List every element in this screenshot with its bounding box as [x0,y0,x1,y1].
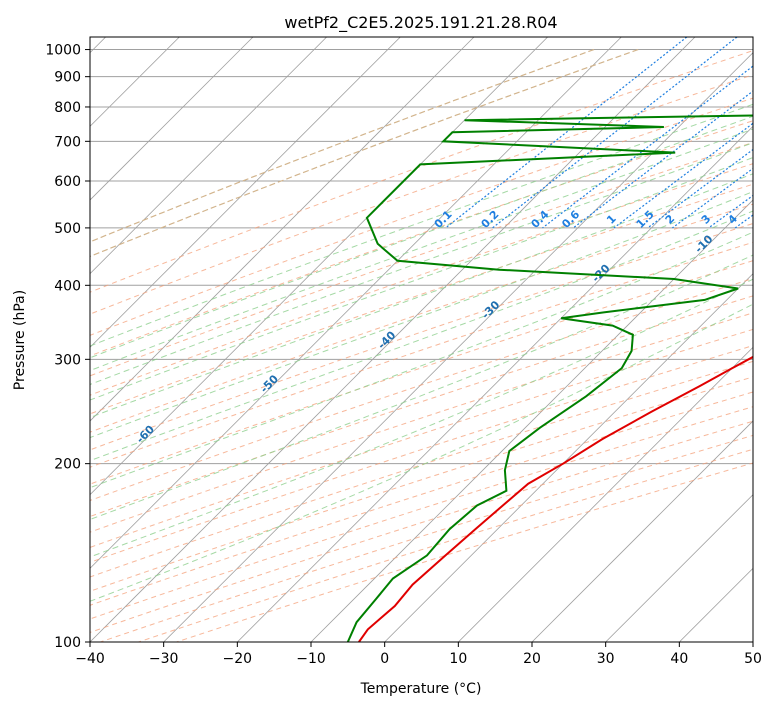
moist-adiabat [90,278,753,558]
x-axis-label: Temperature (°C) [360,681,482,697]
y-axis-label: Pressure (hPa) [12,290,28,390]
sounding-profiles [346,114,753,642]
isotherm-line [90,37,254,201]
x-tick-label: 10 [449,651,467,667]
x-tick-label: −10 [296,651,326,667]
isotherm-line [90,37,696,642]
x-axis: −40 −30 −20 −10 0 10 20 30 40 50 [75,642,762,667]
y-tick-label: 200 [54,457,81,473]
mixing-ratio-label: 1 [604,212,619,227]
isotherm-label: -30 [479,298,502,321]
isotherm-line [752,641,753,642]
reference-curve [90,49,639,258]
x-tick-label: 20 [523,651,541,667]
y-tick-label: 800 [54,100,81,116]
dry-adiabat [90,241,753,468]
mixing-ratio-line [445,37,688,229]
dry-adiabat [90,203,753,433]
mixing-ratio-line [708,194,753,229]
mixing-ratio-label: 4 [725,212,740,227]
moist-adiabat [90,210,753,462]
dry-adiabat [90,50,753,293]
isotherm-line [679,567,753,642]
isotherm-line [605,494,753,642]
mixing-ratio-line [572,90,753,229]
mixing-ratio-line [542,65,753,229]
mixing-ratio-label: 3 [699,212,714,227]
y-tick-label: 900 [54,70,81,86]
moist-adiabat [90,128,753,372]
dry-adiabat [90,163,753,396]
mixing-ratio-label: 2 [663,212,678,227]
isotherm-label: -20 [589,261,612,284]
mixing-ratio-line [672,167,753,229]
moist-adiabat [90,142,753,386]
mixing-ratio-line [734,214,753,229]
y-tick-label: 400 [54,278,81,294]
reference-curve [90,49,595,243]
dry-adiabat [90,141,753,377]
moist-adiabat [90,191,753,439]
isotherm-line [90,37,327,275]
x-tick-label: 30 [597,651,615,667]
isotherm-label: -70 [3,479,26,502]
isotherm-label: -40 [375,328,398,351]
y-tick-label: 100 [54,635,81,651]
temperature-profile [358,355,753,642]
moist-adiabat [90,254,753,521]
dewpoint-profile [346,114,753,642]
dry-adiabat [100,434,753,642]
x-tick-label: −30 [149,651,179,667]
isotherm-label: -10 [692,232,715,255]
plot-frame [89,36,754,643]
x-tick-label: 50 [744,651,762,667]
x-tick-label: −20 [223,651,253,667]
moist-adiabat [90,115,753,359]
x-tick-label: 40 [670,651,688,667]
moist-adiabat [90,157,753,401]
chart-title: wetPf2_C2E5.2025.191.21.28.R04 [284,13,557,33]
y-tick-label: 700 [54,134,81,150]
dry-adiabat [90,312,753,533]
dry-adiabat [90,74,753,315]
isotherm-line [90,37,548,496]
y-tick-label: 300 [54,352,81,368]
y-tick-label: 500 [54,221,81,237]
isotherm-line [163,52,753,642]
isotherm-line [384,273,753,642]
y-tick-label: 600 [54,174,81,190]
dry-adiabat [90,391,753,606]
x-tick-label: −40 [75,651,105,667]
x-tick-label: 0 [380,651,389,667]
y-tick-label: 1000 [45,43,81,59]
isotherm-line [531,420,753,642]
dry-adiabat [90,260,753,485]
isotherm-line [90,37,401,348]
isotherm-line [90,37,622,569]
mixing-ratio-line [492,37,738,229]
y-axis: 100 200 300 400 500 600 700 800 900 1000 [45,43,90,651]
mixing-ratio-line [613,122,753,229]
dry-adiabat [90,295,753,518]
isotherm-line [90,37,475,422]
isotherm-line [458,346,753,642]
isotherm-line [237,125,753,642]
moist-adiabat [90,231,753,489]
